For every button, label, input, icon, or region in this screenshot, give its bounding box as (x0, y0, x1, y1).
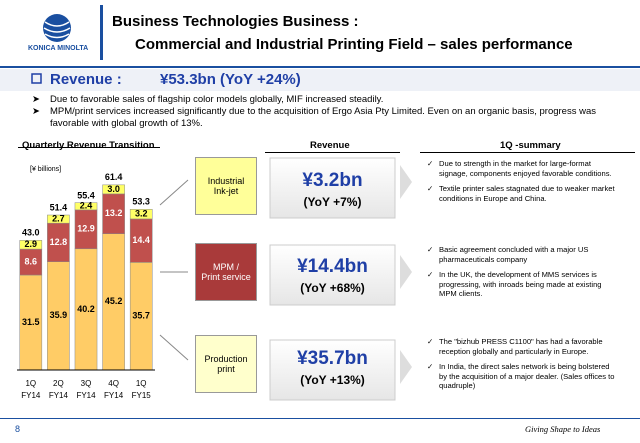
data-label: 13.2 (105, 208, 123, 218)
segment-yoy: (YoY +7%) (303, 195, 362, 209)
segment-revenue: ¥3.2bn (302, 170, 363, 191)
section-header: Revenue (310, 140, 350, 151)
bullet: MPM/print services increased significant… (50, 106, 596, 129)
bullets: ➤ Due to favorable sales of flagship colo… (32, 94, 632, 130)
bar-segment (47, 214, 70, 224)
data-label: 2.7 (52, 213, 65, 223)
segment-box: MPM / Print service (195, 243, 257, 301)
summary: Basic agreement concluded with a major U… (425, 245, 615, 305)
total-label: 43.0 (22, 228, 40, 238)
bar-segment (19, 240, 43, 250)
unit-label: [¥ billions] (30, 166, 62, 173)
header-rule (0, 66, 640, 68)
data-label: 31.5 (22, 317, 40, 327)
data-label: 3.2 (135, 208, 148, 218)
revenue-value: ¥53.3bn (YoY +24%) (160, 71, 301, 88)
data-label: 35.9 (50, 310, 68, 320)
summary-item: In the UK, the development of MMS servic… (439, 270, 615, 299)
summary-item: In India, the direct sales network is be… (439, 362, 615, 391)
data-label: 3.0 (107, 184, 120, 194)
summary: The "bizhub PRESS C1100" has had a favor… (425, 337, 615, 397)
logo (43, 14, 71, 42)
data-label: 45.2 (105, 296, 123, 306)
summary-item: Basic agreement concluded with a major U… (439, 245, 615, 264)
bar-segment (74, 202, 98, 211)
revenue-label: Revenue : (50, 71, 122, 88)
total-label: 55.4 (77, 190, 95, 200)
data-label: 12.8 (50, 237, 68, 247)
segment-revenue: ¥35.7bn (297, 348, 368, 369)
segment-box: Production print (195, 335, 257, 393)
title-bar (100, 5, 103, 60)
chart-title: Quarterly Revenue Transition (22, 140, 155, 151)
data-label: 40.2 (77, 304, 95, 314)
title: Commercial and Industrial Printing Field… (135, 36, 573, 53)
tagline: Giving Shape to Ideas (525, 424, 601, 434)
x-tick-label: 1Q FY14 (21, 379, 41, 400)
section-header: 1Q -summary (500, 140, 561, 151)
data-label: 35.7 (132, 311, 150, 321)
summary-item: Textile printer sales stagnated due to w… (439, 184, 615, 203)
segment-yoy: (YoY +68%) (300, 281, 365, 295)
segment-revenue: ¥14.4bn (297, 256, 368, 277)
data-label: 2.9 (25, 239, 38, 249)
summary: Due to strength in the market for large-… (425, 159, 615, 209)
data-label: 8.6 (25, 256, 38, 266)
summary-item: Due to strength in the market for large-… (439, 159, 615, 178)
x-tick-label: 2Q FY14 (48, 379, 68, 400)
x-tick-label: 3Q FY14 (76, 379, 96, 400)
bar-segment (129, 209, 153, 220)
x-tick-label: 4Q FY14 (104, 379, 124, 400)
total-label: 53.3 (132, 197, 150, 207)
data-label: 2.4 (80, 201, 93, 211)
summary-item: The "bizhub PRESS C1100" has had a favor… (439, 337, 615, 356)
company: KONICA MINOLTA (28, 45, 89, 52)
data-label: 12.9 (77, 224, 95, 234)
total-label: 51.4 (50, 202, 68, 212)
segment-yoy: (YoY +13%) (300, 373, 365, 387)
segment-box: Industrial Ink-jet (195, 157, 257, 215)
data-label: 14.4 (132, 235, 150, 245)
total-label: 61.4 (105, 172, 123, 182)
page-number: 8 (15, 424, 21, 434)
x-tick-label: 1Q FY15 (131, 379, 151, 400)
title: Business Technologies Business : (112, 13, 359, 30)
bar-segment (102, 184, 125, 195)
bullet: Due to favorable sales of flagship color… (50, 94, 384, 105)
